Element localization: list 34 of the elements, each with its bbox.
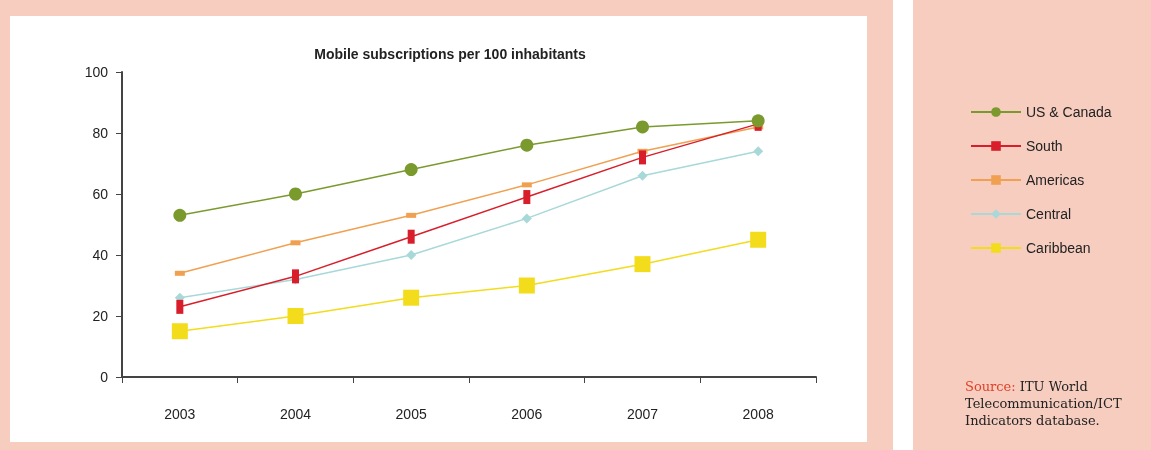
point — [406, 250, 417, 260]
legend-label: South — [1026, 138, 1063, 154]
point — [404, 163, 418, 177]
point — [637, 170, 648, 181]
point — [518, 277, 535, 294]
point — [521, 213, 532, 224]
y-tick-label: 100 — [84, 64, 109, 80]
point — [634, 256, 651, 273]
x-tick-label: 2004 — [279, 406, 312, 422]
point — [753, 146, 764, 157]
y-tick-label: 80 — [92, 125, 109, 141]
y-tick-label: 20 — [92, 308, 109, 324]
x-tick-label: 2006 — [511, 406, 543, 422]
point — [287, 308, 304, 324]
x-tick-label: 2003 — [164, 406, 196, 422]
x-tick-label: 2008 — [742, 406, 774, 422]
x-tick-label: 2007 — [626, 406, 659, 422]
legend-label: Americas — [1026, 172, 1085, 188]
chart-title: Mobile subscriptions per 100 inhabitants — [314, 46, 586, 62]
point — [636, 120, 649, 134]
point — [750, 231, 767, 248]
legend-label: US & Canada — [1026, 104, 1112, 120]
legend-label: Central — [1026, 206, 1072, 222]
point — [403, 289, 420, 306]
point — [520, 138, 534, 152]
source-note: Source: ITU World Telecommunication/ICT Indicators database. — [965, 379, 1126, 428]
y-tick-label: 0 — [100, 369, 109, 385]
x-tick-label: 2005 — [395, 406, 427, 422]
point — [289, 187, 302, 201]
point — [173, 208, 187, 222]
y-tick-label: 40 — [92, 247, 109, 263]
y-tick-label: 60 — [92, 186, 109, 202]
legend-label: Caribbean — [1026, 240, 1091, 256]
point — [171, 323, 188, 340]
